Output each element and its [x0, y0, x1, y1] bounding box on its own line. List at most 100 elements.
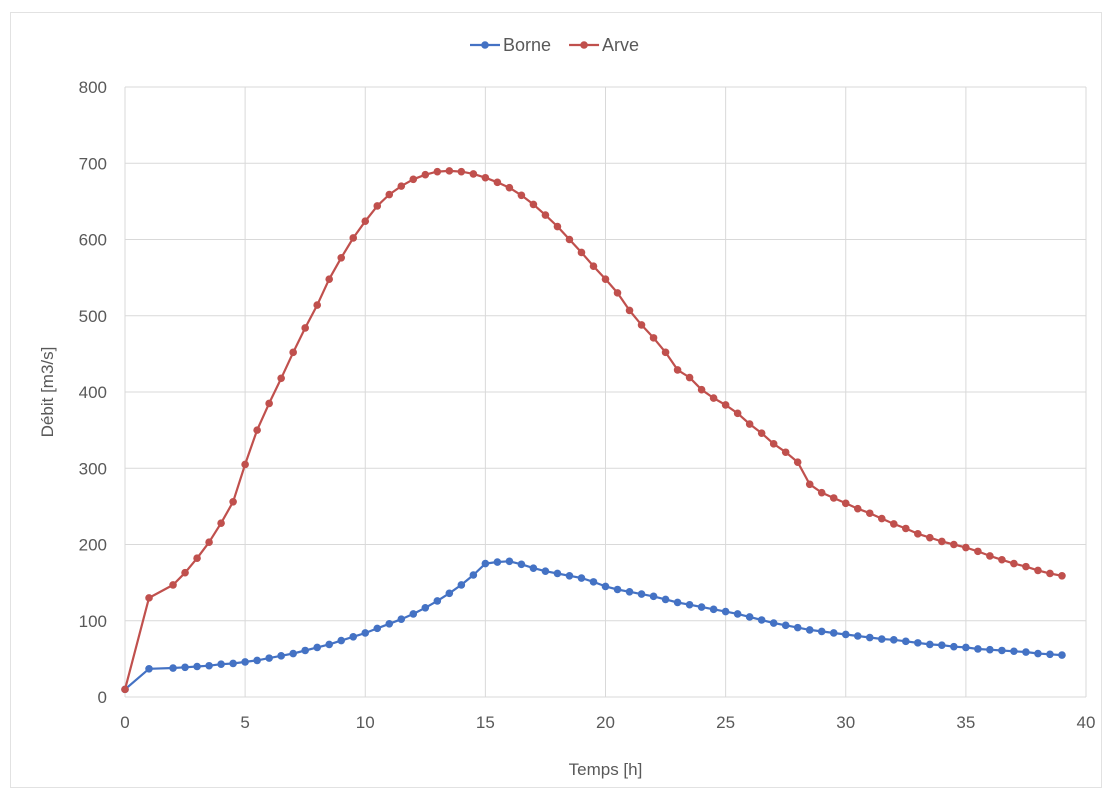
data-point-arve [229, 498, 237, 506]
data-point-arve [841, 499, 850, 508]
data-point-borne [205, 661, 213, 670]
series-line-arve [123, 169, 1063, 690]
data-point-arve [205, 538, 213, 547]
data-point-borne [445, 589, 454, 598]
data-point-borne [902, 637, 910, 646]
y-tick-label: 400 [79, 383, 107, 402]
data-point-borne [469, 571, 478, 579]
data-point-arve [493, 178, 502, 187]
series-borne [121, 557, 1066, 694]
data-point-arve [553, 222, 562, 231]
data-point-borne [1034, 649, 1042, 658]
data-point-arve [145, 594, 153, 602]
y-tick-label: 0 [98, 688, 107, 707]
data-point-borne [781, 621, 790, 630]
y-tick-label: 500 [79, 307, 107, 326]
data-point-arve [962, 543, 970, 552]
data-point-arve [481, 173, 490, 182]
data-point-arve [169, 581, 177, 589]
data-point-arve [649, 334, 658, 342]
data-point-borne [325, 640, 334, 649]
data-point-arve [745, 420, 754, 428]
data-point-arve [589, 262, 598, 270]
data-point-borne [277, 652, 285, 660]
data-point-borne [625, 587, 634, 596]
data-point-borne [817, 627, 826, 636]
data-point-arve [853, 504, 862, 513]
legend-swatch-marker [481, 41, 489, 49]
data-point-borne [986, 645, 994, 654]
x-tick-label: 40 [1077, 713, 1096, 732]
data-point-borne [709, 605, 718, 614]
x-tick-label: 20 [596, 713, 615, 732]
data-point-borne [685, 600, 694, 609]
data-point-borne [253, 656, 261, 665]
y-tick-label: 300 [79, 459, 107, 478]
data-point-borne [1022, 648, 1030, 656]
data-point-borne [433, 597, 442, 605]
data-point-borne [265, 654, 273, 662]
data-point-arve [926, 533, 934, 542]
chart-frame [10, 12, 1102, 788]
data-point-arve [637, 321, 646, 329]
data-point-borne [877, 635, 886, 643]
data-point-arve [301, 324, 309, 332]
data-point-arve [445, 167, 454, 175]
data-point-borne [914, 639, 922, 647]
data-point-borne [313, 643, 322, 652]
data-point-borne [373, 624, 382, 633]
x-tick-label: 30 [836, 713, 855, 732]
y-tick-label: 700 [79, 154, 107, 173]
data-point-arve [289, 348, 297, 357]
data-point-arve [457, 167, 466, 176]
data-point-borne [697, 603, 706, 611]
legend-swatch-marker [580, 41, 588, 49]
data-point-arve [313, 301, 322, 309]
data-point-arve [829, 494, 838, 502]
data-point-borne [481, 559, 490, 568]
data-point-arve [517, 191, 526, 200]
series [121, 167, 1066, 694]
data-point-arve [421, 170, 430, 179]
legend-item-arve: Arve [569, 35, 639, 55]
data-point-arve [721, 401, 730, 409]
data-point-borne [793, 623, 802, 632]
data-point-borne [145, 664, 153, 673]
legend-label: Arve [602, 35, 639, 55]
x-tick-label: 35 [956, 713, 975, 732]
data-point-arve [1022, 562, 1030, 571]
data-point-arve [1034, 566, 1042, 575]
data-point-arve [986, 552, 994, 560]
data-point-arve [998, 555, 1006, 564]
data-point-arve [277, 374, 285, 383]
data-point-arve [373, 202, 382, 210]
data-point-arve [938, 537, 946, 546]
data-point-borne [841, 630, 850, 639]
x-tick-label: 5 [240, 713, 249, 732]
data-point-borne [193, 662, 201, 671]
data-point-borne [289, 649, 297, 658]
data-point-arve [625, 306, 634, 315]
x-tick-label: 15 [476, 713, 495, 732]
data-point-borne [517, 560, 526, 569]
data-point-borne [217, 660, 225, 669]
data-point-arve [397, 182, 406, 190]
data-point-arve [877, 514, 886, 523]
data-point-borne [589, 578, 598, 586]
data-point-arve [902, 524, 910, 533]
data-point-borne [301, 646, 309, 655]
data-point-arve [793, 458, 802, 466]
data-point-arve [505, 183, 514, 192]
data-point-arve [349, 234, 358, 242]
data-point-arve [1058, 571, 1066, 580]
data-point-arve [781, 448, 790, 457]
data-point-borne [853, 632, 862, 640]
data-point-borne [361, 629, 370, 637]
data-point-arve [865, 509, 874, 518]
data-point-borne [349, 632, 358, 641]
data-point-arve [541, 211, 550, 219]
data-point-arve [890, 520, 898, 528]
data-point-arve [733, 409, 742, 418]
data-point-borne [829, 629, 838, 637]
